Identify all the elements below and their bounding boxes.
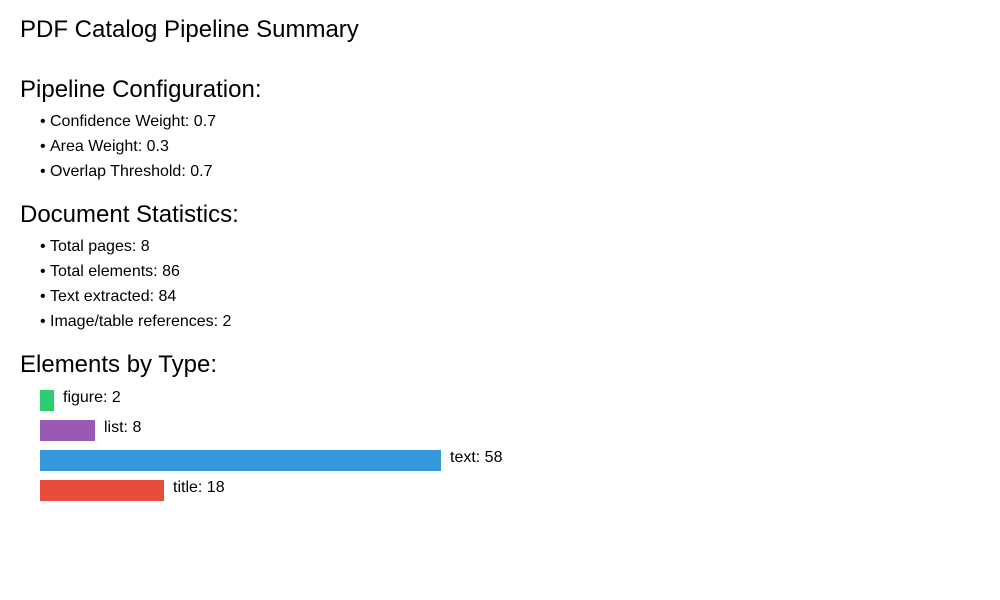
config-item-value: 0.7 [190,163,213,180]
bullet-icon: • [40,138,46,155]
bar-row-list: list: 8 [40,418,142,441]
config-item-overlap-threshold: • Overlap Threshold: 0.7 [40,163,213,180]
stats-item-text-extracted: • Text extracted: 84 [40,288,177,305]
bar-row-text: text: 58 [40,448,503,471]
bar-title [40,480,164,501]
config-item-label: Confidence Weight [50,113,185,130]
config-item-value: 0.7 [193,113,217,130]
bullet-icon: • [40,288,46,305]
config-list: • Confidence Weight: 0.7 • Area Weight: 0.… [40,112,216,187]
stats-item-label: Image/table references [50,313,214,330]
stats-item-value: 8 [140,238,150,255]
config-item-confidence-weight: • Confidence Weight: 0.7 [40,113,217,130]
stats-item-value: 84 [158,288,177,305]
bullet-icon: • [40,313,46,330]
bar-figure [40,390,54,411]
config-item-label: Overlap Threshold [50,163,182,180]
config-item-label: Area Weight [50,138,138,155]
bar-label-title: title: 18 [173,478,225,496]
bullet-icon: • [40,163,46,180]
bar-text [40,450,441,471]
stats-heading: Document Statistics: [20,201,239,228]
stats-item-value: 86 [162,263,180,280]
stats-item-total-pages: • Total pages: 8 [40,238,150,255]
config-item-area-weight: • Area Weight: 0.3 [40,138,169,155]
stats-list: • Total pages: 8 • Total elements: 86 • Tex… [40,237,231,337]
bar-label-text: text: 58 [450,448,503,466]
elements-by-type-chart: figure: 2 list: 8 text: 58 title: 18 [40,388,640,510]
page-title: PDF Catalog Pipeline Summary [20,16,359,43]
stats-item-label: Text extracted [50,288,150,305]
stats-item-value: 2 [222,313,232,330]
bar-label-list: list: 8 [104,418,142,436]
bullet-icon: • [40,263,46,280]
bar-list [40,420,95,441]
stats-item-image-table-references: • Image/table references: 2 [40,313,232,330]
stats-item-total-elements: • Total elements: 86 [40,263,180,280]
config-item-value: 0.3 [146,138,169,155]
bullet-icon: • [40,238,46,255]
stats-item-label: Total pages [50,238,132,255]
config-heading: Pipeline Configuration: [20,76,262,103]
types-heading: Elements by Type: [20,351,217,378]
bar-row-title: title: 18 [40,478,225,501]
bar-row-figure: figure: 2 [40,388,121,411]
bar-label-figure: figure: 2 [63,388,121,406]
stats-item-label: Total elements [50,263,154,280]
bullet-icon: • [40,113,46,130]
